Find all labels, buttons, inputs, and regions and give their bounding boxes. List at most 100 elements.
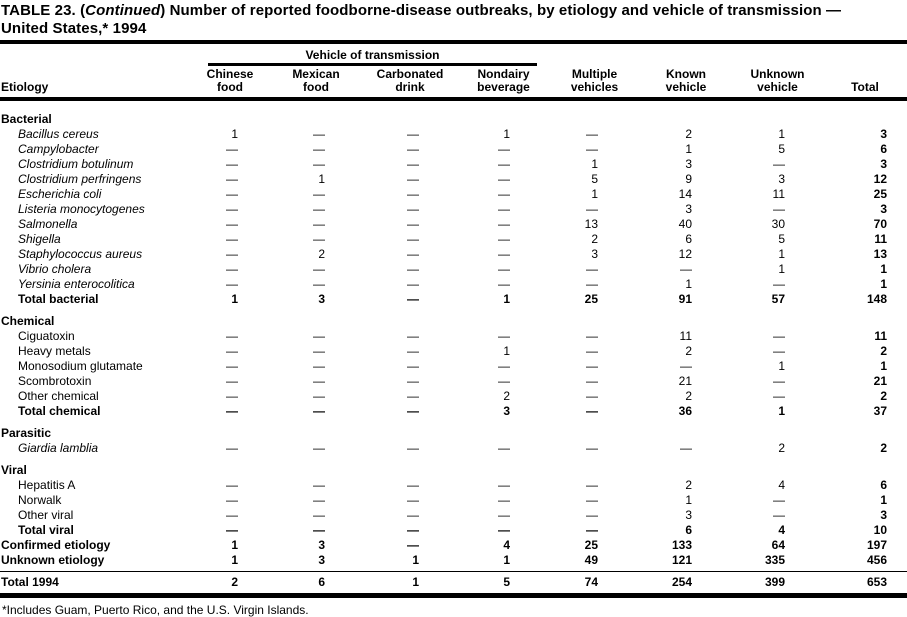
table-cell: 74 — [584, 575, 598, 589]
table-cell: 2 — [318, 247, 325, 261]
table-cell: 3 — [880, 202, 887, 216]
table-cell: 1 — [880, 277, 887, 291]
table-cell: — — [586, 523, 598, 537]
table-cell: — — [498, 232, 510, 246]
table-cell: — — [498, 277, 510, 291]
column-header-line1: Nondairy — [477, 67, 530, 81]
table-cell: — — [407, 157, 419, 171]
table-cell: 3 — [318, 292, 325, 306]
table-cell: — — [407, 217, 419, 231]
table-row: Confirmed etiology 1 3 — 4 25 133 64 197 — [0, 538, 907, 553]
table-cell: — — [226, 493, 238, 507]
column-header: Total — [823, 68, 907, 94]
table-cell: 121 — [671, 553, 692, 567]
table-cell: 49 — [584, 553, 598, 567]
table-cell: — — [313, 441, 325, 455]
table-cell: — — [586, 441, 598, 455]
table-cell: — — [407, 478, 419, 492]
table-cell: — — [407, 344, 419, 358]
table-cell: 1 — [778, 404, 785, 418]
table-cell: — — [226, 262, 238, 276]
table-cell: — — [407, 538, 419, 552]
table-cell: — — [586, 404, 598, 418]
table-cell: — — [226, 344, 238, 358]
table-cell: 1 — [880, 493, 887, 507]
table-cell: — — [313, 359, 325, 373]
table-cell: 3 — [685, 508, 692, 522]
table-cell: 4 — [778, 523, 785, 537]
column-header: Chinese food — [190, 68, 270, 94]
table-cell: 6 — [685, 523, 692, 537]
table-row: Norwalk — — — — — 1 — 1 — [0, 493, 907, 508]
table-cell: — — [226, 142, 238, 156]
table-cell: 3 — [778, 172, 785, 186]
table-cell: 3 — [318, 553, 325, 567]
table-row: Scombrotoxin — — — — — 21 — 21 — [0, 374, 907, 389]
table-cell: 1 — [591, 187, 598, 201]
table-cell: 2 — [685, 344, 692, 358]
table-cell: 1 — [880, 359, 887, 373]
column-header-line1: Known — [666, 67, 706, 81]
column-header: Nondairy beverage — [458, 68, 549, 94]
spanner-spacer — [0, 48, 190, 66]
divider — [0, 40, 907, 44]
table-cell: — — [498, 187, 510, 201]
table-cell: — — [586, 277, 598, 291]
table-row: Total 1994 2 6 1 5 74 254 399 653 — [0, 572, 907, 590]
table-cell: 3 — [685, 202, 692, 216]
table-cell: 2 — [231, 575, 238, 589]
table-cell: — — [498, 262, 510, 276]
table-cell: — — [586, 493, 598, 507]
table-cell: — — [586, 127, 598, 141]
table-cell: 1 — [231, 538, 238, 552]
table-cell: — — [226, 508, 238, 522]
row-label: Hepatitis A — [18, 478, 76, 492]
table-cell: 11 — [874, 232, 887, 246]
row-label: Norwalk — [18, 493, 62, 507]
table-row: Bacillus cereus 1 — — 1 — 2 1 3 — [0, 127, 907, 142]
table-cell: — — [773, 374, 785, 388]
table-cell: — — [498, 202, 510, 216]
table-title: TABLE 23. (Continued) Number of reported… — [0, 2, 907, 38]
column-header: Unknown vehicle — [732, 68, 823, 94]
row-label: Scombrotoxin — [18, 374, 92, 388]
footnote: *Includes Guam, Puerto Rico, and the U.S… — [2, 603, 309, 617]
row-label: Shigella — [18, 232, 61, 246]
table-cell: 13 — [584, 217, 598, 231]
table-cell: — — [586, 359, 598, 373]
table-cell: — — [313, 404, 325, 418]
table-row: Vibrio cholera — — — — — — 1 1 — [0, 262, 907, 277]
table-cell: 2 — [778, 441, 785, 455]
table-cell: — — [773, 344, 785, 358]
column-header-line2: food — [217, 80, 243, 94]
row-label: Vibrio cholera — [18, 262, 92, 276]
table-cell: — — [407, 292, 419, 306]
table-cell: 3 — [503, 404, 510, 418]
table-cell: — — [498, 493, 510, 507]
table-row: Ciguatoxin — — — — — 11 — 11 — [0, 329, 907, 344]
table-cell: 1 — [503, 292, 510, 306]
table-row: Shigella — — — — 2 6 5 11 — [0, 232, 907, 247]
row-label: Monosodium glutamate — [18, 359, 143, 373]
row-label: Total bacterial — [18, 292, 99, 306]
table-cell: 133 — [671, 538, 692, 552]
table-cell: — — [498, 172, 510, 186]
table-row: Salmonella — — — — 13 40 30 70 — [0, 217, 907, 232]
table-row: Clostridium botulinum — — — — 1 3 — 3 — [0, 157, 907, 172]
table-cell: — — [313, 187, 325, 201]
table-row: Hepatitis A — — — — — 2 4 6 — [0, 478, 907, 493]
table-cell: — — [773, 202, 785, 216]
row-label: Other chemical — [18, 389, 99, 403]
table-cell: — — [313, 217, 325, 231]
table-cell: — — [226, 232, 238, 246]
row-label: Staphylococcus aureus — [18, 247, 143, 261]
table-cell: 1 — [778, 359, 785, 373]
table-cell: — — [226, 404, 238, 418]
table-cell: — — [586, 344, 598, 358]
table-cell: — — [226, 217, 238, 231]
table-row: Total chemical — — — 3 — 36 1 37 — [0, 404, 907, 419]
table-cell: — — [407, 404, 419, 418]
row-label: Total viral — [18, 523, 74, 537]
table-cell: — — [586, 262, 598, 276]
table-cell: — — [498, 359, 510, 373]
